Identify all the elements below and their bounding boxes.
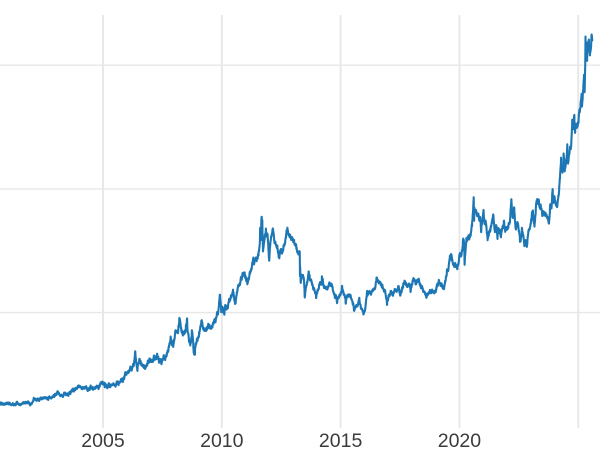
svg-text:2020: 2020 — [438, 430, 482, 450]
svg-text:2005: 2005 — [81, 430, 125, 450]
svg-text:2010: 2010 — [200, 430, 244, 450]
svg-text:2015: 2015 — [319, 430, 363, 450]
